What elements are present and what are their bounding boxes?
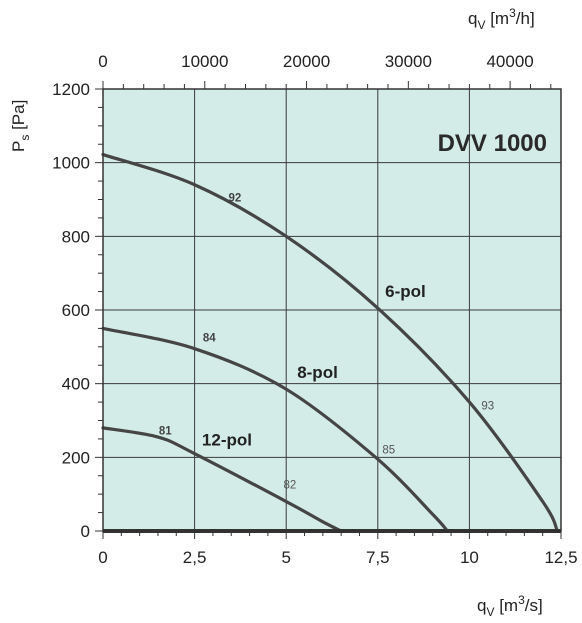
- y-tick-label: 200: [62, 448, 90, 467]
- plot-frame: [102, 88, 562, 532]
- x-tick-label: 12,5: [544, 548, 577, 567]
- y-tick-label: 1000: [52, 154, 90, 173]
- y-tick-label: 400: [62, 375, 90, 394]
- curve-8-pol: [101, 326, 450, 533]
- axis-ticks: [95, 81, 562, 539]
- efficiency-label: 85: [382, 445, 395, 457]
- y-axis-title: Ps [Pa]: [9, 100, 32, 152]
- curve-label-8-pol: 8-pol: [297, 363, 338, 382]
- x-tick-label: 5: [281, 548, 290, 567]
- grid-lines: [102, 88, 562, 532]
- x-tick-label: 7,5: [366, 548, 390, 567]
- efficiency-label: 81: [159, 425, 172, 437]
- x-tick-label: 2,5: [183, 548, 207, 567]
- x-tick-label: 10: [460, 548, 479, 567]
- top-tick-label: 20000: [283, 52, 330, 71]
- labels: 0 2,5 5 7,5 10 12,5 0 10000 20000 30000 40000 0 200 4…: [52, 52, 577, 567]
- curves: [101, 152, 559, 533]
- bottom-axis-title: qV [m3/s]: [477, 593, 543, 619]
- curve-label-6-pol: 6-pol: [385, 282, 426, 301]
- efficiency-label: 93: [481, 400, 494, 412]
- y-tick-label: 800: [62, 227, 90, 246]
- chart-title: DVV 1000: [438, 130, 547, 157]
- y-tick-label: 1200: [52, 80, 90, 99]
- y-tick-label: 0: [81, 522, 90, 541]
- efficiency-label: 84: [203, 332, 216, 344]
- top-tick-label: 40000: [486, 52, 533, 71]
- curve-label-12-pol: 12-pol: [202, 431, 252, 450]
- top-tick-label: 10000: [181, 52, 228, 71]
- curve-6-pol: [101, 152, 559, 533]
- top-axis-title: qV [m3/h]: [468, 6, 535, 32]
- efficiency-label: 82: [283, 480, 296, 492]
- top-tick-label: 0: [98, 52, 107, 71]
- curve-12-pol: [101, 426, 343, 533]
- top-tick-label: 30000: [385, 52, 432, 71]
- y-tick-label: 600: [62, 301, 90, 320]
- x-tick-label: 0: [98, 548, 107, 567]
- efficiency-label: 92: [229, 192, 242, 204]
